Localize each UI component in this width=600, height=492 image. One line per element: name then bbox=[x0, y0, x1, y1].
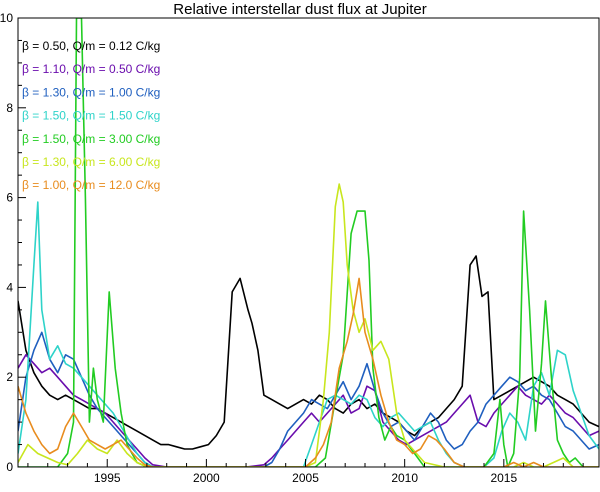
series-line-6 bbox=[18, 277, 599, 467]
series-line-2 bbox=[18, 331, 599, 467]
y-tick-label-3: 6 bbox=[6, 191, 13, 205]
x-tick-label-1: 2000 bbox=[193, 471, 220, 485]
legend-entry-2: β = 1.30, Q/m = 1.00 C/kg bbox=[22, 85, 160, 99]
legend-entry-4: β = 1.50, Q/m = 3.00 C/kg bbox=[22, 132, 160, 146]
legend-entry-0: β = 0.50, Q/m = 0.12 C/kg bbox=[22, 39, 160, 53]
legend-entry-1: β = 1.10, Q/m = 0.50 C/kg bbox=[22, 62, 160, 76]
y-tick-label-0: 0 bbox=[6, 460, 13, 474]
legend-entry-6: β = 1.00, Q/m = 12.0 C/kg bbox=[22, 178, 160, 192]
series-layer bbox=[18, 18, 599, 467]
x-tick-label-2: 2005 bbox=[292, 471, 319, 485]
y-tick-label-5: 10 bbox=[0, 11, 13, 25]
y-tick-label-1: 2 bbox=[6, 370, 13, 384]
legend-entry-3: β = 1.50, Q/m = 1.50 C/kg bbox=[22, 109, 160, 123]
series-line-3 bbox=[18, 201, 599, 467]
series-line-5 bbox=[18, 183, 599, 467]
chart-title: Relative interstellar dust flux at Jupit… bbox=[173, 1, 426, 18]
series-line-4 bbox=[18, 18, 599, 467]
series-line-0 bbox=[18, 255, 599, 450]
legend-entry-5: β = 1.30, Q/m = 6.00 C/kg bbox=[22, 155, 160, 169]
legend: β = 0.50, Q/m = 0.12 C/kg β = 1.10, Q/m =… bbox=[22, 39, 160, 192]
x-tick-label-4: 2015 bbox=[490, 471, 517, 485]
y-tick-label-2: 4 bbox=[6, 280, 13, 294]
x-tick-label-3: 2010 bbox=[391, 471, 418, 485]
x-tick-label-0: 1995 bbox=[94, 471, 121, 485]
ticks-layer: 1995 2000 2005 2010 2015 0 2 4 6 8 10 bbox=[0, 11, 584, 485]
y-tick-label-4: 8 bbox=[6, 101, 13, 115]
